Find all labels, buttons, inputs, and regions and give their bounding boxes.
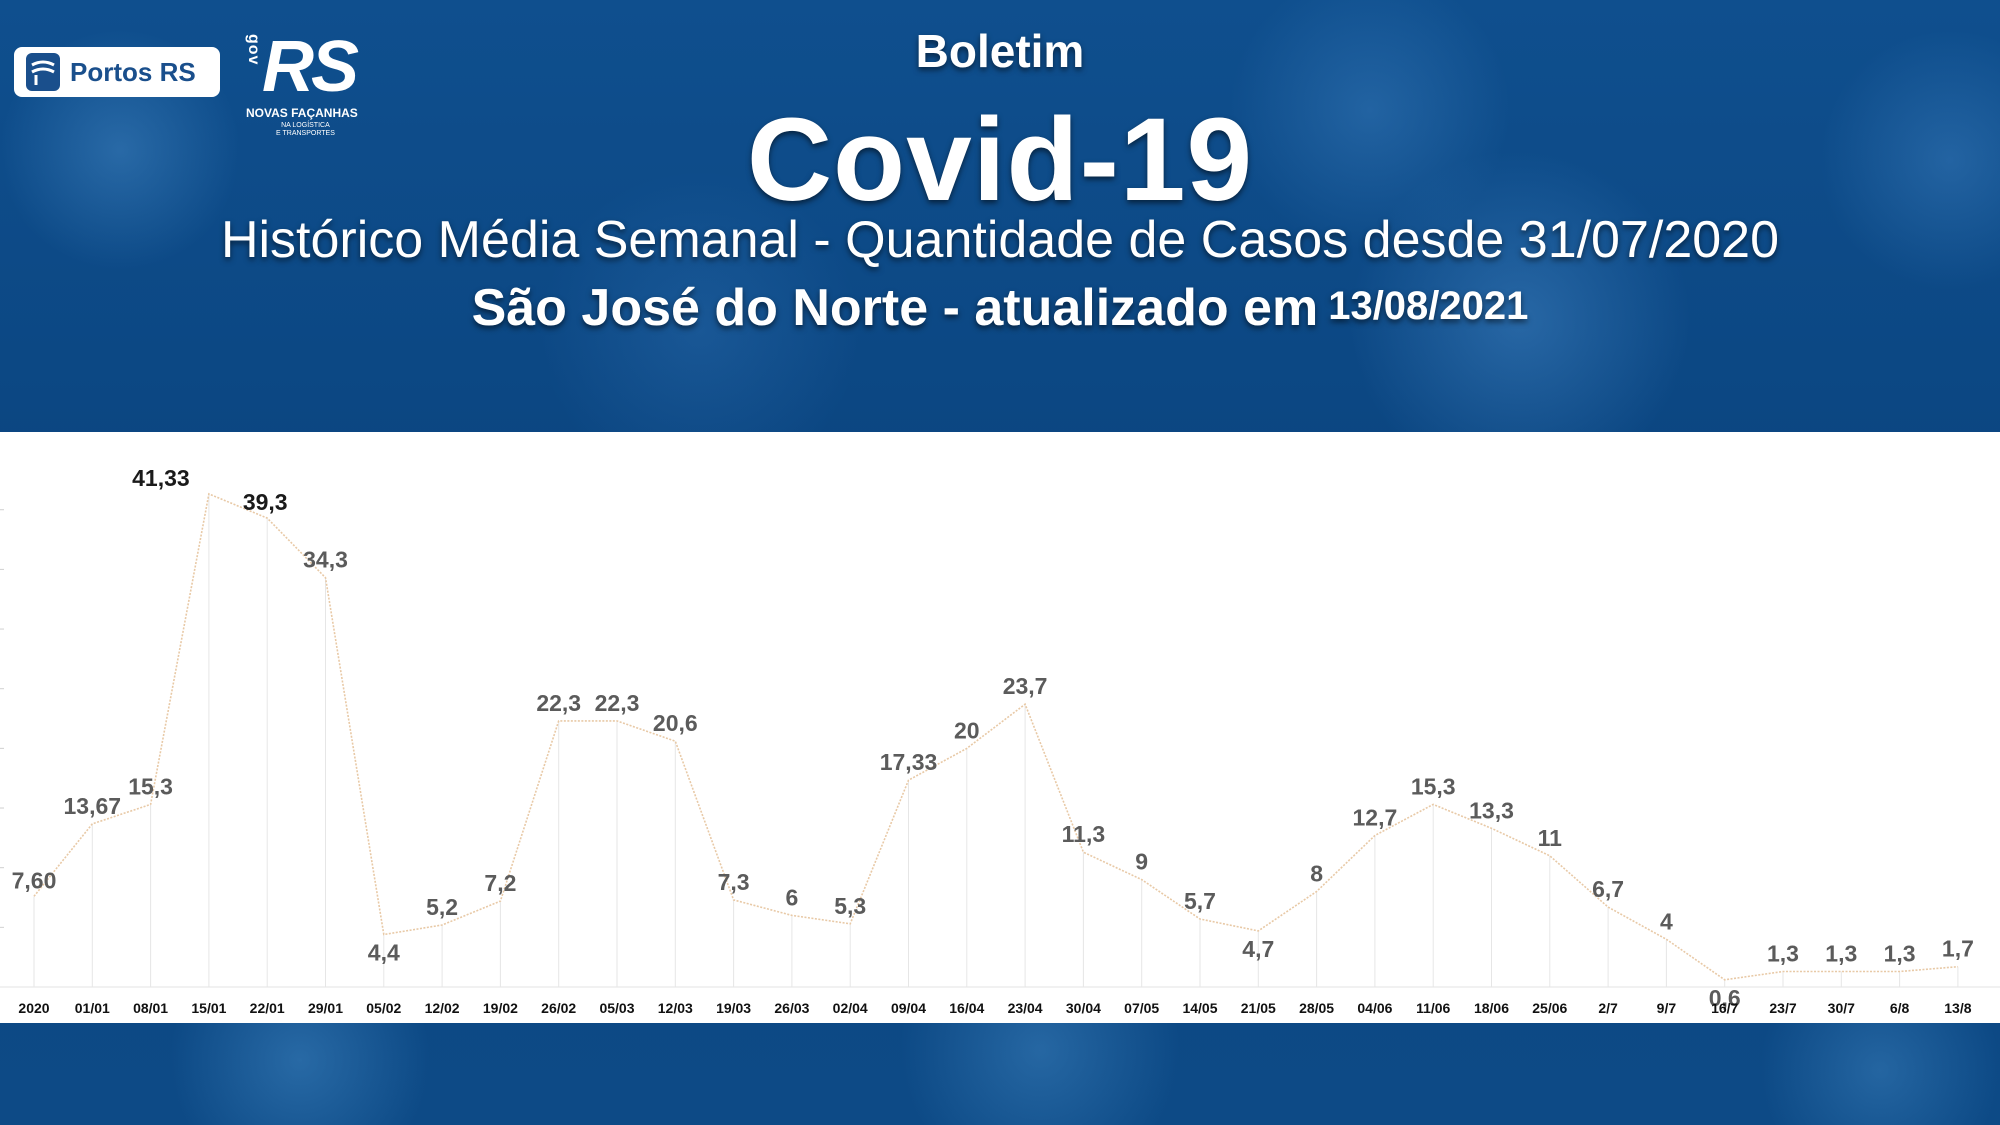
data-label: 5,7 (1184, 888, 1216, 914)
page-title: Covid-19 (746, 94, 1254, 226)
drop-lines (33, 493, 1959, 987)
series-line-path (33, 492, 1958, 981)
rs-subline-2: E TRANSPORTES (276, 130, 335, 137)
x-tick-label: 05/03 (599, 1000, 634, 1016)
location-line: São José do Norte - atualizado em 13/08/2… (0, 278, 2000, 338)
x-tick-label: 29/01 (308, 1000, 343, 1016)
x-tick-label: 09/04 (891, 1000, 926, 1016)
data-label: 4,7 (1242, 936, 1274, 962)
y-axis-ticks (0, 509, 2000, 988)
x-tick-label: 26/03 (774, 1000, 809, 1016)
x-tick-label: 12/03 (658, 1000, 693, 1016)
data-label: 39,3 (243, 489, 288, 515)
x-tick-label: 16/7 (1711, 1000, 1738, 1016)
portos-rs-icon (26, 53, 60, 91)
data-label: 20 (954, 717, 980, 743)
rs-subline-1: NA LOGÍSTICA (281, 122, 330, 129)
x-tick-label: 21/05 (1241, 1000, 1276, 1016)
x-tick-label: 15/01 (191, 1000, 226, 1016)
location-text: São José do Norte - atualizado em (471, 279, 1319, 337)
data-label: 13,67 (64, 793, 122, 819)
x-tick-label: 30/7 (1828, 1000, 1855, 1016)
data-label: 6 (786, 884, 799, 910)
x-tick-label: 18/06 (1474, 1000, 1509, 1016)
x-tick-label: 16/04 (949, 1000, 984, 1016)
portos-rs-logo: Portos RS (14, 47, 220, 97)
data-label: 15,3 (128, 773, 173, 799)
x-tick-label: 05/02 (366, 1000, 401, 1016)
data-label: 20,6 (653, 710, 698, 736)
x-tick-label: 23/04 (1008, 1000, 1043, 1016)
data-label: 15,3 (1411, 773, 1456, 799)
data-label: 11,3 (1062, 821, 1106, 847)
x-axis-labels: 2020 01/01 08/01 15/01 22/01 29/01 05/02 12/02 1… (18, 1000, 1971, 1016)
x-tick-label: 08/01 (133, 1000, 168, 1016)
data-label: 1,3 (1767, 940, 1799, 966)
data-label: 41,33 (132, 465, 190, 491)
data-label: 7,3 (718, 869, 750, 895)
data-label: 23,7 (1003, 673, 1048, 699)
data-label: 4,4 (368, 940, 400, 966)
updated-date: 13/08/2021 (1328, 284, 1529, 328)
data-label: 5,3 (834, 893, 866, 919)
x-tick-label: 30/04 (1066, 1000, 1101, 1016)
data-label: 6,7 (1592, 876, 1624, 902)
data-label: 22,3 (536, 690, 581, 716)
data-label: 8 (1310, 861, 1323, 887)
x-tick-label: 12/02 (425, 1000, 460, 1016)
data-label: 7,2 (484, 870, 516, 896)
x-tick-label: 04/06 (1357, 1000, 1392, 1016)
series-line (33, 492, 1958, 981)
data-label: 1,3 (1825, 940, 1857, 966)
x-tick-label: 9/7 (1657, 1000, 1677, 1016)
x-tick-label: 2020 (18, 1000, 49, 1016)
x-tick-label: 23/7 (1769, 1000, 1796, 1016)
rs-subline: NA LOGÍSTICA E TRANSPORTES (276, 122, 335, 138)
x-tick-label: 02/04 (833, 1000, 868, 1016)
data-label: 4 (1660, 908, 1673, 934)
x-tick-label: 28/05 (1299, 1000, 1334, 1016)
data-label: 11 (1538, 825, 1563, 851)
x-tick-label: 25/06 (1532, 1000, 1567, 1016)
x-tick-label: 22/01 (250, 1000, 285, 1016)
data-label: 17,33 (880, 749, 938, 775)
data-label: 34,3 (303, 547, 348, 573)
data-label: 12,7 (1353, 804, 1398, 830)
x-tick-label: 2/7 (1598, 1000, 1618, 1016)
x-tick-label: 07/05 (1124, 1000, 1159, 1016)
boletim-heading: Boletim (915, 25, 1085, 77)
x-tick-label: 6/8 (1890, 1000, 1910, 1016)
rs-gov-logo: gov RS NOVAS FAÇANHAS NA LOGÍSTICA E TRAN… (240, 27, 370, 150)
data-label: 5,2 (426, 894, 458, 920)
x-tick-label: 01/01 (75, 1000, 110, 1016)
x-tick-label: 11/06 (1416, 1000, 1450, 1016)
x-tick-label: 26/02 (541, 1000, 576, 1016)
chart-panel: 7,60 13,67 15,3 41,33 39,3 34,3 4,4 5,2 7,2 22,3 2… (0, 432, 2000, 1023)
data-label: 9 (1135, 849, 1148, 875)
data-label: 1,7 (1942, 936, 1974, 962)
chart-subtitle: Histórico Média Semanal - Quantidade de … (220, 211, 1780, 269)
data-label: 7,60 (12, 867, 57, 893)
x-tick-label: 19/03 (716, 1000, 751, 1016)
rs-logo-text: RS (262, 27, 359, 107)
data-label: 22,3 (595, 690, 640, 716)
data-label: 0,6 (1709, 985, 1741, 1011)
data-label: 1,3 (1884, 940, 1916, 966)
data-label: 13,3 (1469, 797, 1514, 823)
x-tick-label: 14/05 (1182, 1000, 1217, 1016)
x-tick-label: 19/02 (483, 1000, 518, 1016)
x-tick-label: 13/8 (1944, 1000, 1971, 1016)
portos-rs-text: Portos RS (70, 56, 196, 87)
rs-tagline: NOVAS FAÇANHAS (246, 106, 358, 120)
